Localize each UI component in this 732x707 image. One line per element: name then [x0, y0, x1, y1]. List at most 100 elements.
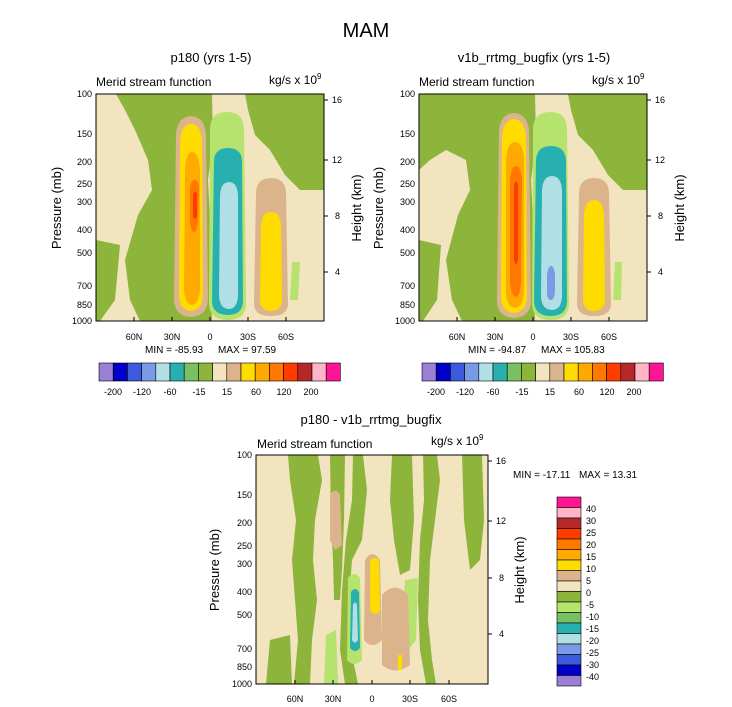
colorbar-swatch [464, 362, 480, 382]
colorbar-swatch [577, 362, 593, 382]
tick-label: 60N [126, 332, 143, 342]
colorbar-swatch [556, 507, 582, 519]
tick-label: 250 [237, 541, 252, 551]
panel-title: v1b_rrtmg_bugfix (yrs 1-5) [458, 50, 610, 65]
colorbar-label: 15 [222, 387, 232, 397]
colorbar-swatch [634, 362, 650, 382]
colorbar-swatch [478, 362, 494, 382]
tick-label: 16 [332, 95, 342, 105]
colorbar-label: -10 [586, 612, 599, 622]
colorbar [421, 362, 664, 382]
tick-label: 400 [237, 587, 252, 597]
min-stat: MIN = -17.11 [513, 470, 571, 481]
tick-label: 12 [332, 155, 342, 165]
tick-label: 0 [207, 332, 212, 342]
colorbar-swatch [556, 612, 582, 624]
colorbar-labels: -200 -120 -60 -15 15 60 120 200 [104, 387, 319, 397]
colorbar-label: -120 [456, 387, 474, 397]
colorbar-swatch [127, 362, 142, 382]
colorbar-label: -30 [586, 660, 599, 670]
colorbar-label: 25 [586, 528, 596, 538]
panel-left-label: Merid stream function [257, 437, 372, 451]
panel-units-label: kg/s x 109 [431, 433, 484, 448]
tick-label: 250 [400, 179, 415, 189]
colorbar-label: -60 [486, 387, 499, 397]
panel-units-label: kg/s x 109 [592, 72, 645, 87]
panel-title: p180 (yrs 1-5) [171, 50, 252, 65]
colorbar-swatch [240, 362, 256, 382]
colorbar-swatch [141, 362, 157, 382]
tick-label: 8 [335, 211, 340, 221]
colorbar-swatch [556, 664, 582, 676]
tick-label: 200 [77, 157, 92, 167]
colorbar-label: -15 [586, 624, 599, 634]
colorbar-swatch [198, 362, 213, 382]
tick-label: 850 [237, 662, 252, 672]
panel-units-label: kg/s x 109 [269, 72, 322, 87]
tick-label: 60N [449, 332, 466, 342]
tick-label: 30N [164, 332, 181, 342]
tick-label: 400 [77, 225, 92, 235]
tick-label: 4 [499, 629, 504, 639]
colorbar-label: -40 [586, 672, 599, 682]
colorbar-swatch [563, 362, 579, 382]
tick-label: 16 [496, 456, 506, 466]
colorbar-label: 120 [276, 387, 291, 397]
contour-plot [255, 454, 489, 685]
colorbar-swatch [620, 362, 636, 382]
colorbar-swatch [592, 362, 607, 382]
tick-label: 300 [77, 197, 92, 207]
lat-axis: 60N 30N 0 30S 60S [449, 317, 617, 342]
panel-left-label: Merid stream function [419, 75, 534, 89]
colorbar [98, 362, 341, 382]
colorbar-swatch [556, 654, 582, 666]
colorbar-label: -120 [133, 387, 151, 397]
colorbar-label: -200 [104, 387, 122, 397]
max-stat: MAX = 97.59 [218, 345, 277, 356]
colorbar-swatch [556, 633, 582, 645]
tick-label: 850 [400, 300, 415, 310]
colorbar-label: -5 [586, 600, 594, 610]
pressure-axis: 100 150 200 250 300 400 500 700 850 1000 [72, 89, 92, 326]
y-axis-right-label: Height (km) [349, 174, 364, 241]
panel-difference: p180 - v1b_rrtmg_bugfix Merid stream fun… [207, 412, 638, 704]
colorbar-swatch [549, 362, 565, 382]
colorbar-swatch [254, 362, 270, 382]
colorbar-label: 200 [626, 387, 641, 397]
colorbar-swatch [325, 362, 341, 382]
tick-label: 8 [658, 211, 663, 221]
colorbar-label: 10 [586, 564, 596, 574]
min-stat: MIN = -94.87 [468, 345, 527, 356]
colorbar-swatch [556, 538, 582, 550]
panel-bugfix: v1b_rrtmg_bugfix (yrs 1-5) Merid stream … [371, 50, 687, 397]
colorbar-labels: 40 30 25 20 15 10 5 0 -5 -10 -15 -20 -25… [586, 504, 599, 682]
tick-label: 60S [601, 332, 617, 342]
tick-label: 60S [278, 332, 294, 342]
tick-label: 1000 [232, 679, 252, 689]
colorbar-label: -15 [192, 387, 205, 397]
tick-label: 700 [77, 281, 92, 291]
tick-label: 100 [77, 89, 92, 99]
colorbar-swatch [556, 622, 582, 634]
colorbar-swatch [226, 362, 242, 382]
colorbar-swatch [112, 362, 128, 382]
colorbar-label: 40 [586, 504, 596, 514]
colorbar-swatch [556, 549, 582, 561]
tick-label: 4 [658, 267, 663, 277]
y-axis-label: Pressure (mb) [49, 167, 64, 249]
tick-label: 0 [530, 332, 535, 342]
tick-label: 30S [563, 332, 579, 342]
tick-label: 500 [77, 248, 92, 258]
y-axis-label: Pressure (mb) [207, 529, 222, 611]
tick-label: 300 [400, 197, 415, 207]
tick-label: 150 [237, 490, 252, 500]
colorbar-swatch [556, 675, 582, 687]
colorbar-label: 60 [251, 387, 261, 397]
colorbar-swatch [98, 362, 114, 382]
colorbar-label: -60 [163, 387, 176, 397]
y-axis-label: Pressure (mb) [371, 167, 386, 249]
colorbar-swatch [606, 362, 622, 382]
tick-label: 300 [237, 559, 252, 569]
colorbar-label: -200 [427, 387, 445, 397]
y-axis-right-label: Height (km) [672, 174, 687, 241]
